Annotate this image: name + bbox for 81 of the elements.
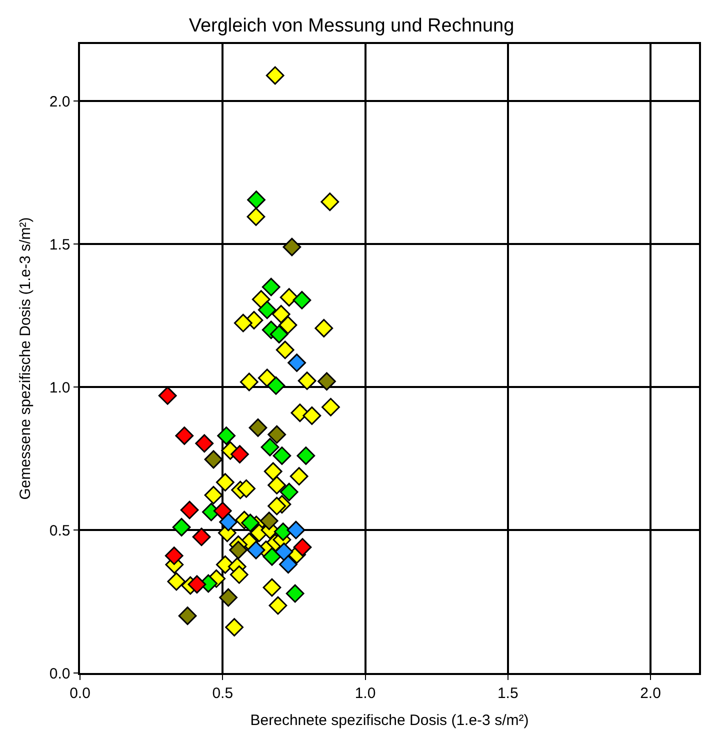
- point: [252, 290, 270, 309]
- point: [272, 304, 290, 324]
- point: [262, 547, 282, 566]
- x-tick-label: 1.5: [497, 684, 518, 702]
- point: [320, 192, 340, 212]
- point: [219, 512, 238, 532]
- point: [302, 406, 322, 425]
- point: [282, 238, 302, 256]
- point: [175, 426, 194, 445]
- point: [286, 584, 304, 603]
- y-tick-label: 0.0: [49, 665, 70, 682]
- point: [298, 372, 316, 390]
- point: [178, 606, 197, 626]
- point: [167, 572, 186, 591]
- y-tick-label: 0.5: [49, 522, 70, 540]
- point: [274, 542, 294, 561]
- point: [195, 434, 214, 453]
- point: [246, 540, 266, 560]
- point: [268, 476, 286, 494]
- y-tick-label: 2.0: [49, 93, 70, 110]
- y-tick-label: 1.5: [49, 236, 70, 254]
- point: [260, 438, 280, 456]
- point: [247, 190, 266, 210]
- x-tick-label: 0.5: [212, 684, 234, 702]
- point: [262, 578, 282, 597]
- point: [268, 425, 286, 444]
- point: [290, 404, 310, 422]
- point: [216, 473, 234, 492]
- point: [230, 445, 249, 464]
- point: [229, 540, 248, 560]
- point: [262, 278, 280, 296]
- point: [264, 462, 282, 481]
- point: [192, 528, 211, 546]
- point: [280, 482, 298, 502]
- point: [290, 467, 308, 486]
- point: [266, 376, 286, 395]
- point: [237, 479, 256, 498]
- point: [217, 426, 236, 445]
- x-tick-label: 0.0: [70, 684, 90, 702]
- point: [280, 288, 298, 307]
- point: [240, 372, 258, 392]
- point: [188, 575, 206, 594]
- point: [158, 386, 177, 405]
- point: [172, 518, 191, 536]
- chart-title: Vergleich von Messung und Rechnung: [188, 16, 514, 37]
- point: [292, 290, 312, 310]
- point: [268, 496, 286, 516]
- point: [278, 316, 298, 334]
- point: [288, 354, 306, 372]
- point: [204, 486, 223, 504]
- point: [213, 502, 232, 520]
- point: [268, 596, 288, 615]
- point: [230, 565, 248, 584]
- point: [296, 446, 316, 465]
- x-axis-title: Berechnete spezifische Dosis (1.e-3 s/m²): [250, 712, 529, 729]
- point: [272, 446, 292, 465]
- point: [180, 500, 199, 520]
- point: [279, 555, 298, 574]
- point: [164, 546, 184, 565]
- point: [204, 450, 223, 469]
- point: [276, 340, 294, 360]
- point: [260, 512, 278, 530]
- y-tick-label: 1.0: [49, 379, 70, 396]
- point: [219, 588, 238, 607]
- point: [274, 522, 292, 541]
- point: [225, 618, 244, 636]
- point: [248, 418, 268, 437]
- point: [266, 66, 284, 85]
- point: [241, 514, 260, 532]
- point: [286, 520, 306, 540]
- x-tick-label: 2.0: [640, 684, 661, 702]
- point: [270, 325, 288, 344]
- point: [234, 314, 252, 332]
- point: [293, 538, 312, 556]
- point: [246, 207, 266, 226]
- y-axis-title: Gemessene spezifische Dosis (1.e-3 s/m²): [17, 217, 34, 500]
- x-tick-label: 1.0: [354, 684, 376, 702]
- point: [258, 300, 276, 320]
- point: [322, 398, 340, 416]
- point: [318, 372, 336, 391]
- point: [314, 318, 334, 338]
